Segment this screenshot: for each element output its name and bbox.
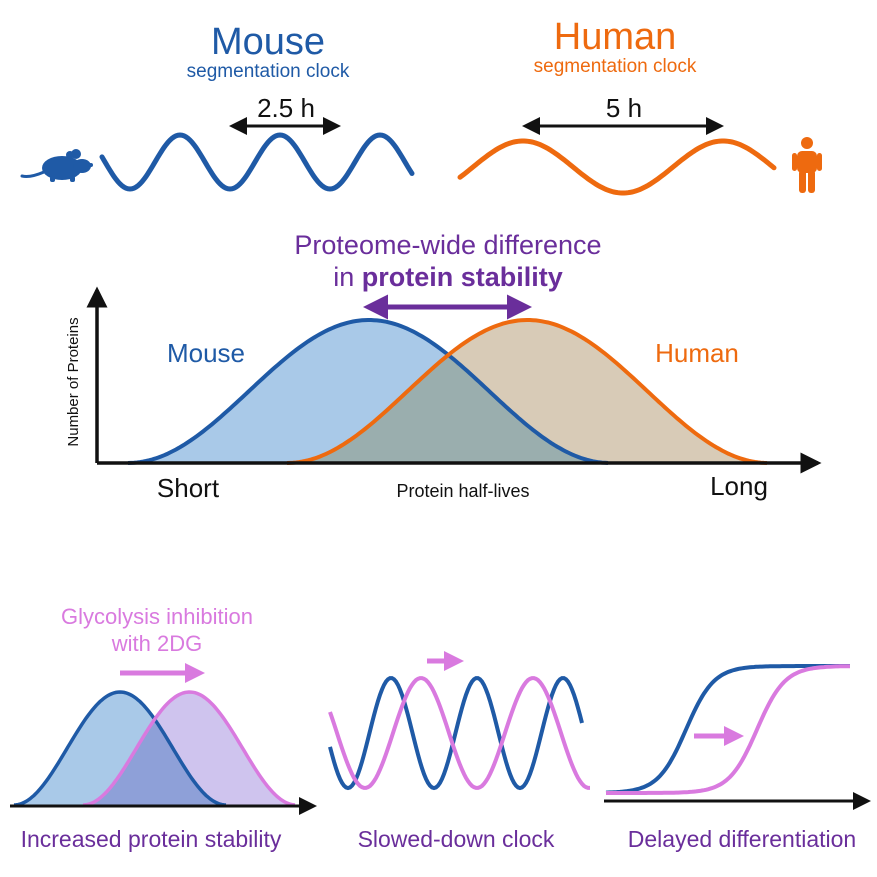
mouse-curve-label: Mouse xyxy=(167,338,245,368)
control-clock-wave xyxy=(328,676,584,791)
human-distribution-curve xyxy=(286,318,768,465)
mouse-title: Mouse xyxy=(211,21,325,63)
stability-heading-prefix: in xyxy=(333,262,362,292)
control-differentiation-curve xyxy=(605,664,850,795)
treated-distribution-curve xyxy=(82,690,296,807)
panel1-caption: Increased protein stability xyxy=(21,826,282,852)
inhibition-heading-line2: with 2DG xyxy=(111,631,202,656)
human-curve-label: Human xyxy=(655,338,739,368)
stability-heading-bold: protein stability xyxy=(362,262,563,292)
human-clock-group: Human segmentation clock 5 h xyxy=(457,16,822,196)
human-title: Human xyxy=(554,16,677,58)
half-life-distribution-group: Proteome-wide difference in protein stab… xyxy=(65,230,822,503)
panel1-overlap-fill xyxy=(83,719,225,805)
x-axis-long-label: Long xyxy=(710,471,768,501)
inhibition-heading-group: Glycolysis inhibition with 2DG xyxy=(61,604,253,683)
panel-delayed-differentiation: Delayed differentiation xyxy=(604,664,871,852)
y-axis-label: Number of Proteins xyxy=(65,317,82,446)
panel-slowed-clock: Slowed-down clock xyxy=(328,651,590,852)
mouse-clock-group: Mouse segmentation clock 2.5 h xyxy=(20,21,415,192)
human-oscillation-wave xyxy=(457,138,777,196)
human-period-label: 5 h xyxy=(606,93,642,123)
stability-heading-line2: in protein stability xyxy=(333,262,563,292)
x-axis-short-label: Short xyxy=(157,473,220,503)
panel3-caption: Delayed differentiation xyxy=(628,826,856,852)
stability-heading-line1: Proteome-wide difference xyxy=(294,230,601,260)
mouse-distribution-curve xyxy=(127,318,609,465)
human-subtitle: segmentation clock xyxy=(534,56,697,77)
mouse-subtitle: segmentation clock xyxy=(187,61,350,82)
mouse-period-label: 2.5 h xyxy=(257,93,315,123)
mouse-icon xyxy=(20,149,93,182)
inhibition-heading-line1: Glycolysis inhibition xyxy=(61,604,253,629)
treated-clock-wave xyxy=(328,676,590,790)
panel2-caption: Slowed-down clock xyxy=(358,826,555,852)
treated-differentiation-curve xyxy=(606,664,850,795)
person-icon xyxy=(792,137,822,193)
distribution-overlap-fill xyxy=(287,355,608,463)
x-axis-label: Protein half-lives xyxy=(396,481,529,501)
control-distribution-curve xyxy=(13,690,227,807)
mouse-oscillation-wave xyxy=(99,132,415,192)
panel-increased-stability: Increased protein stability xyxy=(10,690,317,852)
